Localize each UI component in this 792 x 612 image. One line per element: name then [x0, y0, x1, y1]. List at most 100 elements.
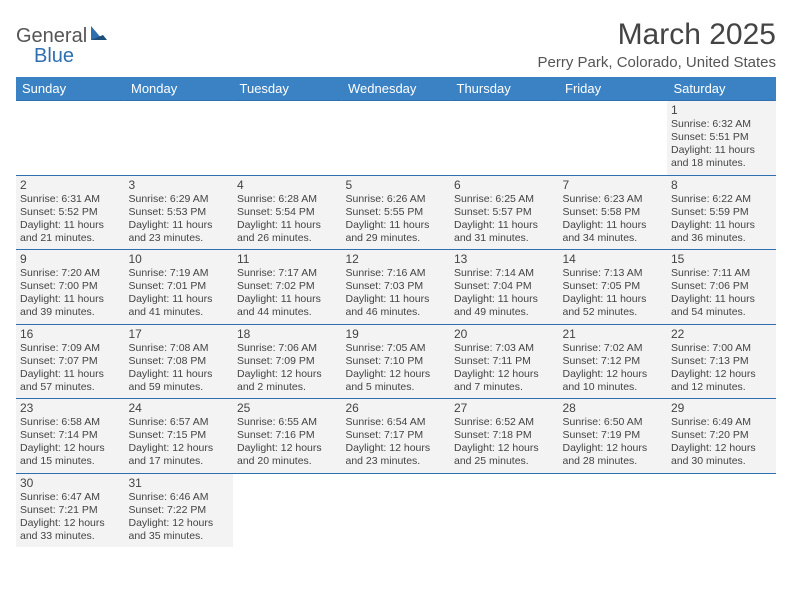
calendar-week-row: 16Sunrise: 7:09 AMSunset: 7:07 PMDayligh… [16, 324, 776, 399]
daylight-text: Daylight: 12 hours and 17 minutes. [129, 442, 230, 468]
calendar-day-cell: 6Sunrise: 6:25 AMSunset: 5:57 PMDaylight… [450, 175, 559, 250]
day-number: 4 [237, 178, 338, 192]
weekday-header-row: Sunday Monday Tuesday Wednesday Thursday… [16, 77, 776, 101]
daylight-text: Daylight: 12 hours and 28 minutes. [563, 442, 664, 468]
sunrise-text: Sunrise: 6:25 AM [454, 193, 555, 206]
daylight-text: Daylight: 12 hours and 12 minutes. [671, 368, 772, 394]
daylight-text: Daylight: 12 hours and 10 minutes. [563, 368, 664, 394]
calendar-day-cell: 8Sunrise: 6:22 AMSunset: 5:59 PMDaylight… [667, 175, 776, 250]
day-info: Sunrise: 6:49 AMSunset: 7:20 PMDaylight:… [671, 416, 772, 469]
sunrise-text: Sunrise: 7:20 AM [20, 267, 121, 280]
sunrise-text: Sunrise: 6:26 AM [346, 193, 447, 206]
weekday-header: Friday [559, 77, 668, 101]
daylight-text: Daylight: 11 hours and 52 minutes. [563, 293, 664, 319]
day-info: Sunrise: 6:55 AMSunset: 7:16 PMDaylight:… [237, 416, 338, 469]
day-number: 12 [346, 252, 447, 266]
day-number: 11 [237, 252, 338, 266]
sunset-text: Sunset: 5:55 PM [346, 206, 447, 219]
day-number: 25 [237, 401, 338, 415]
daylight-text: Daylight: 11 hours and 26 minutes. [237, 219, 338, 245]
weekday-header: Saturday [667, 77, 776, 101]
calendar-day-cell [16, 101, 125, 176]
sunset-text: Sunset: 5:54 PM [237, 206, 338, 219]
daylight-text: Daylight: 11 hours and 36 minutes. [671, 219, 772, 245]
daylight-text: Daylight: 12 hours and 35 minutes. [129, 517, 230, 543]
day-number: 30 [20, 476, 121, 490]
day-info: Sunrise: 6:26 AMSunset: 5:55 PMDaylight:… [346, 193, 447, 246]
sunset-text: Sunset: 5:53 PM [129, 206, 230, 219]
sunset-text: Sunset: 7:17 PM [346, 429, 447, 442]
daylight-text: Daylight: 12 hours and 30 minutes. [671, 442, 772, 468]
day-info: Sunrise: 7:13 AMSunset: 7:05 PMDaylight:… [563, 267, 664, 320]
day-number: 18 [237, 327, 338, 341]
day-number: 22 [671, 327, 772, 341]
sunrise-text: Sunrise: 6:58 AM [20, 416, 121, 429]
calendar-day-cell [450, 101, 559, 176]
sunset-text: Sunset: 7:07 PM [20, 355, 121, 368]
sunset-text: Sunset: 7:18 PM [454, 429, 555, 442]
sunrise-text: Sunrise: 6:32 AM [671, 118, 772, 131]
day-number: 26 [346, 401, 447, 415]
calendar-day-cell: 24Sunrise: 6:57 AMSunset: 7:15 PMDayligh… [125, 399, 234, 474]
sunset-text: Sunset: 5:58 PM [563, 206, 664, 219]
sunset-text: Sunset: 7:06 PM [671, 280, 772, 293]
weekday-header: Thursday [450, 77, 559, 101]
sunrise-text: Sunrise: 7:03 AM [454, 342, 555, 355]
calendar-day-cell: 17Sunrise: 7:08 AMSunset: 7:08 PMDayligh… [125, 324, 234, 399]
day-info: Sunrise: 6:46 AMSunset: 7:22 PMDaylight:… [129, 491, 230, 544]
calendar-day-cell: 3Sunrise: 6:29 AMSunset: 5:53 PMDaylight… [125, 175, 234, 250]
sunset-text: Sunset: 7:22 PM [129, 504, 230, 517]
sunset-text: Sunset: 7:02 PM [237, 280, 338, 293]
day-info: Sunrise: 6:54 AMSunset: 7:17 PMDaylight:… [346, 416, 447, 469]
daylight-text: Daylight: 11 hours and 39 minutes. [20, 293, 121, 319]
sunrise-text: Sunrise: 6:47 AM [20, 491, 121, 504]
header: General March 2025 [16, 18, 776, 52]
day-info: Sunrise: 7:20 AMSunset: 7:00 PMDaylight:… [20, 267, 121, 320]
calendar-day-cell: 2Sunrise: 6:31 AMSunset: 5:52 PMDaylight… [16, 175, 125, 250]
calendar-day-cell: 5Sunrise: 6:26 AMSunset: 5:55 PMDaylight… [342, 175, 451, 250]
calendar-day-cell: 25Sunrise: 6:55 AMSunset: 7:16 PMDayligh… [233, 399, 342, 474]
calendar-day-cell: 30Sunrise: 6:47 AMSunset: 7:21 PMDayligh… [16, 473, 125, 547]
day-info: Sunrise: 7:08 AMSunset: 7:08 PMDaylight:… [129, 342, 230, 395]
sunrise-text: Sunrise: 7:05 AM [346, 342, 447, 355]
calendar-day-cell: 26Sunrise: 6:54 AMSunset: 7:17 PMDayligh… [342, 399, 451, 474]
sunrise-text: Sunrise: 6:55 AM [237, 416, 338, 429]
sunrise-text: Sunrise: 7:02 AM [563, 342, 664, 355]
daylight-text: Daylight: 11 hours and 21 minutes. [20, 219, 121, 245]
calendar-week-row: 30Sunrise: 6:47 AMSunset: 7:21 PMDayligh… [16, 473, 776, 547]
calendar-day-cell: 29Sunrise: 6:49 AMSunset: 7:20 PMDayligh… [667, 399, 776, 474]
sunrise-text: Sunrise: 7:16 AM [346, 267, 447, 280]
day-info: Sunrise: 7:02 AMSunset: 7:12 PMDaylight:… [563, 342, 664, 395]
calendar-day-cell: 11Sunrise: 7:17 AMSunset: 7:02 PMDayligh… [233, 250, 342, 325]
day-info: Sunrise: 6:47 AMSunset: 7:21 PMDaylight:… [20, 491, 121, 544]
sunrise-text: Sunrise: 7:14 AM [454, 267, 555, 280]
day-number: 9 [20, 252, 121, 266]
calendar-table: Sunday Monday Tuesday Wednesday Thursday… [16, 77, 776, 547]
day-info: Sunrise: 6:32 AMSunset: 5:51 PMDaylight:… [671, 118, 772, 171]
sunset-text: Sunset: 7:15 PM [129, 429, 230, 442]
day-number: 10 [129, 252, 230, 266]
weekday-header: Monday [125, 77, 234, 101]
day-info: Sunrise: 6:29 AMSunset: 5:53 PMDaylight:… [129, 193, 230, 246]
calendar-day-cell: 10Sunrise: 7:19 AMSunset: 7:01 PMDayligh… [125, 250, 234, 325]
calendar-day-cell: 7Sunrise: 6:23 AMSunset: 5:58 PMDaylight… [559, 175, 668, 250]
day-number: 23 [20, 401, 121, 415]
day-info: Sunrise: 6:31 AMSunset: 5:52 PMDaylight:… [20, 193, 121, 246]
day-info: Sunrise: 7:00 AMSunset: 7:13 PMDaylight:… [671, 342, 772, 395]
sunrise-text: Sunrise: 7:00 AM [671, 342, 772, 355]
calendar-day-cell [233, 473, 342, 547]
calendar-day-cell [233, 101, 342, 176]
weekday-header: Sunday [16, 77, 125, 101]
daylight-text: Daylight: 11 hours and 57 minutes. [20, 368, 121, 394]
day-info: Sunrise: 7:05 AMSunset: 7:10 PMDaylight:… [346, 342, 447, 395]
page-title: March 2025 [618, 18, 776, 52]
weekday-header: Wednesday [342, 77, 451, 101]
daylight-text: Daylight: 12 hours and 33 minutes. [20, 517, 121, 543]
daylight-text: Daylight: 11 hours and 34 minutes. [563, 219, 664, 245]
day-info: Sunrise: 7:14 AMSunset: 7:04 PMDaylight:… [454, 267, 555, 320]
day-number: 24 [129, 401, 230, 415]
day-number: 17 [129, 327, 230, 341]
calendar-day-cell: 15Sunrise: 7:11 AMSunset: 7:06 PMDayligh… [667, 250, 776, 325]
daylight-text: Daylight: 11 hours and 54 minutes. [671, 293, 772, 319]
sunset-text: Sunset: 7:13 PM [671, 355, 772, 368]
